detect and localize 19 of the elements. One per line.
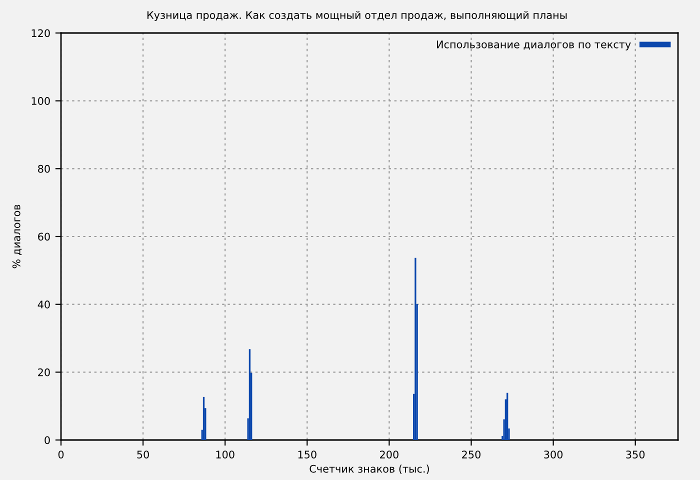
x-tick-label: 350	[626, 450, 645, 458]
x-tick-label: 250	[462, 450, 480, 458]
y-tick-label: 20	[38, 368, 50, 376]
y-axis-title: % диалогов	[12, 204, 22, 268]
x-axis-title: Счетчик знаков (тыс.)	[310, 464, 429, 474]
y-tick-label: 0	[44, 436, 50, 444]
y-tick-label: 60	[38, 232, 50, 241]
legend-label: Использование диалогов по тексту	[437, 40, 631, 50]
x-tick-label: 100	[216, 450, 234, 458]
x-tick-label: 0	[58, 450, 64, 458]
x-tick-label: 200	[380, 450, 398, 458]
x-tick-label: 300	[544, 450, 563, 458]
y-tick-label: 40	[38, 300, 50, 308]
y-tick-label: 80	[38, 164, 50, 173]
y-tick-label: 100	[32, 97, 50, 105]
x-tick-label: 150	[298, 450, 316, 458]
chart-title: Кузница продаж. Как создать мощный отдел продаж, выполняющий планы	[147, 11, 567, 22]
y-tick-label: 120	[32, 29, 50, 38]
x-tick-label: 50	[137, 450, 149, 458]
